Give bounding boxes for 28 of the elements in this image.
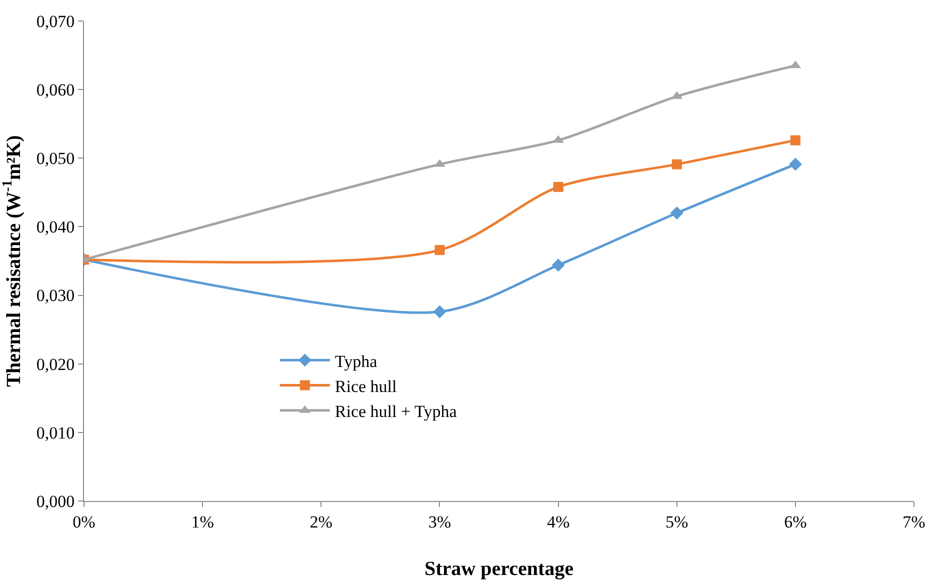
x-tick-label: 0% <box>72 512 96 532</box>
y-tick-label: 0,070 <box>36 12 75 31</box>
legend-label: Rice hull + Typha <box>334 402 458 421</box>
x-tick-label: 3% <box>428 512 452 532</box>
point <box>434 245 445 256</box>
y-tick-label: 0,000 <box>36 492 75 511</box>
x-tick-label: 7% <box>902 512 926 532</box>
point <box>433 305 446 318</box>
y-tick-label: 0,060 <box>36 80 75 100</box>
point <box>670 206 684 220</box>
point <box>672 159 682 170</box>
legend-label: Typha <box>334 352 378 371</box>
x-tick-label: 2% <box>310 512 332 532</box>
x-tick-label: 1% <box>191 512 214 532</box>
x-tick-label: 5% <box>666 512 688 532</box>
x-tick-label: 6% <box>784 512 807 532</box>
point <box>553 182 564 192</box>
y-tick-label: 0,040 <box>36 218 75 237</box>
legend-label: Rice hull <box>334 376 398 396</box>
x-axis-title: Straw percentage <box>424 558 574 580</box>
y-tick-label: 0,050 <box>36 149 75 168</box>
x-tick-label: 4% <box>546 512 570 532</box>
point <box>552 258 565 272</box>
y-tick-label: 0,030 <box>36 286 75 306</box>
y-tick-label: 0,010 <box>36 423 75 442</box>
point <box>788 158 802 171</box>
y-tick-label: 0,020 <box>36 354 75 374</box>
point <box>790 135 800 146</box>
